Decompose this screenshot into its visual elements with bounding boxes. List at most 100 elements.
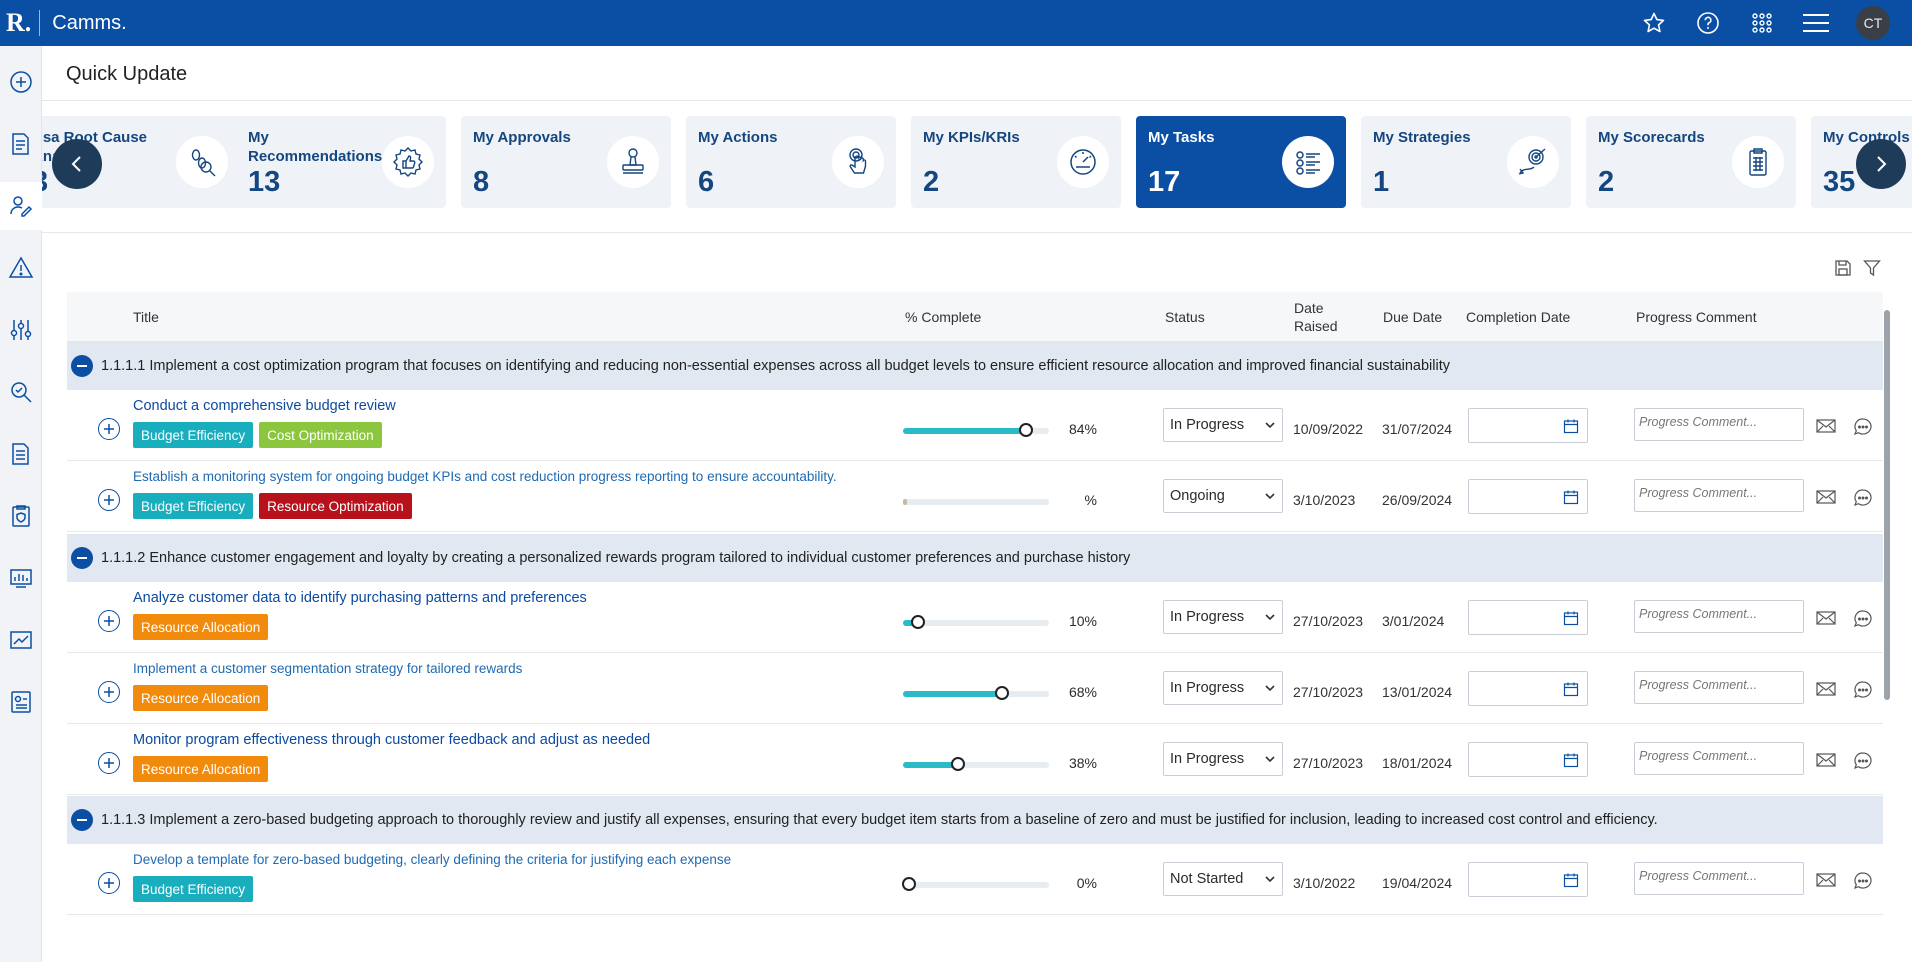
documents-edit-icon[interactable] — [0, 120, 42, 168]
completion-date-input[interactable] — [1468, 600, 1588, 635]
save-layout-icon[interactable] — [1834, 259, 1852, 277]
col-due-date[interactable]: Due Date — [1383, 309, 1443, 325]
card-actions[interactable]: My Actions 6 — [686, 116, 896, 208]
completion-date-input[interactable] — [1468, 671, 1588, 706]
shield-document-icon[interactable] — [0, 492, 42, 540]
card-kpis[interactable]: My KPIs/KRIs 2 — [911, 116, 1121, 208]
hamburger-menu-icon[interactable] — [1802, 9, 1830, 37]
slider-handle[interactable] — [1018, 423, 1033, 437]
vertical-scrollbar[interactable] — [1884, 310, 1890, 700]
comment-bubble-icon[interactable] — [1853, 871, 1873, 896]
percent-complete-slider[interactable] — [901, 877, 1049, 891]
user-avatar[interactable]: CT — [1856, 6, 1890, 40]
expand-row-button[interactable] — [98, 681, 120, 703]
collapse-group-button[interactable] — [71, 547, 93, 569]
status-select[interactable]: In Progress — [1163, 600, 1283, 634]
progress-comment-input[interactable]: Progress Comment... — [1634, 671, 1804, 704]
email-icon[interactable] — [1816, 752, 1836, 773]
user-edit-icon[interactable] — [0, 182, 42, 230]
app-logo[interactable]: R. — [6, 8, 32, 37]
task-title-link[interactable]: Conduct a comprehensive budget review — [133, 398, 396, 414]
help-icon[interactable] — [1694, 9, 1722, 37]
search-check-icon[interactable] — [0, 368, 42, 416]
collapse-group-button[interactable] — [71, 355, 93, 377]
card-scorecards[interactable]: My Scorecards 2 — [1586, 116, 1796, 208]
checklist-document-icon[interactable] — [0, 678, 42, 726]
favorites-star-icon[interactable] — [1640, 9, 1668, 37]
calendar-icon[interactable] — [1563, 610, 1579, 626]
col-completion-date[interactable]: Completion Date — [1466, 309, 1571, 325]
apps-grid-icon[interactable] — [1748, 9, 1776, 37]
progress-comment-input[interactable]: Progress Comment... — [1634, 479, 1804, 512]
col-status[interactable]: Status — [1165, 309, 1205, 325]
tag-list: Budget Efficiency Resource Optimization — [133, 493, 412, 519]
slider-handle[interactable] — [901, 877, 916, 891]
carousel-prev-button[interactable] — [52, 139, 102, 189]
calendar-icon[interactable] — [1563, 752, 1579, 768]
calendar-icon[interactable] — [1563, 489, 1579, 505]
slider-handle[interactable] — [951, 757, 966, 771]
comment-bubble-icon[interactable] — [1853, 417, 1873, 442]
card-approvals[interactable]: My Approvals 8 — [461, 116, 671, 208]
completion-date-input[interactable] — [1468, 408, 1588, 443]
col-date-raised[interactable]: Date Raised — [1294, 300, 1338, 334]
progress-comment-input[interactable]: Progress Comment... — [1634, 862, 1804, 895]
task-title-link[interactable]: Implement a customer segmentation strate… — [133, 661, 523, 676]
card-recommendations[interactable]: My Recommendations 13 — [236, 116, 446, 208]
card-tasks[interactable]: My Tasks 17 — [1136, 116, 1346, 208]
email-icon[interactable] — [1816, 489, 1836, 510]
expand-row-button[interactable] — [98, 872, 120, 894]
expand-row-button[interactable] — [98, 752, 120, 774]
card-strategies[interactable]: My Strategies 1 — [1361, 116, 1571, 208]
calendar-icon[interactable] — [1563, 872, 1579, 888]
status-select[interactable]: Ongoing — [1163, 479, 1283, 513]
trend-chart-icon[interactable] — [0, 616, 42, 664]
card-label: My Scorecards — [1598, 129, 1705, 146]
comment-bubble-icon[interactable] — [1853, 609, 1873, 634]
percent-complete-slider[interactable] — [903, 423, 1049, 437]
report-icon[interactable] — [0, 430, 42, 478]
completion-date-input[interactable] — [1468, 862, 1588, 897]
comment-bubble-icon[interactable] — [1853, 488, 1873, 513]
carousel-next-button[interactable] — [1856, 139, 1906, 189]
task-title-link[interactable]: Monitor program effectiveness through cu… — [133, 732, 651, 748]
dashboard-chart-icon[interactable] — [0, 554, 42, 602]
progress-comment-input[interactable]: Progress Comment... — [1634, 742, 1804, 775]
add-icon[interactable] — [0, 58, 42, 106]
comment-bubble-icon[interactable] — [1853, 680, 1873, 705]
email-icon[interactable] — [1816, 610, 1836, 631]
status-select[interactable]: Not Started — [1163, 862, 1283, 896]
collapse-group-button[interactable] — [71, 809, 93, 831]
col-title[interactable]: Title — [133, 309, 159, 325]
calendar-icon[interactable] — [1563, 681, 1579, 697]
calendar-icon[interactable] — [1563, 418, 1579, 434]
slider-handle[interactable] — [910, 615, 925, 629]
percent-complete-slider[interactable] — [903, 686, 1049, 700]
status-select[interactable]: In Progress — [1163, 742, 1283, 776]
task-title-link[interactable]: Analyze customer data to identify purcha… — [133, 590, 587, 606]
col-progress-comment[interactable]: Progress Comment — [1636, 309, 1757, 325]
percent-complete-slider[interactable] — [903, 615, 1049, 629]
expand-row-button[interactable] — [98, 610, 120, 632]
completion-date-input[interactable] — [1468, 479, 1588, 514]
email-icon[interactable] — [1816, 418, 1836, 439]
slider-handle[interactable] — [995, 686, 1010, 700]
email-icon[interactable] — [1816, 681, 1836, 702]
completion-date-input[interactable] — [1468, 742, 1588, 777]
task-title-link[interactable]: Develop a template for zero-based budget… — [133, 852, 732, 867]
email-icon[interactable] — [1816, 872, 1836, 893]
percent-complete-slider[interactable] — [903, 499, 1049, 505]
status-select[interactable]: In Progress — [1163, 671, 1283, 705]
warning-icon[interactable] — [0, 244, 42, 292]
task-title-link[interactable]: Establish a monitoring system for ongoin… — [133, 469, 837, 484]
percent-complete-slider[interactable] — [903, 757, 1049, 771]
progress-comment-input[interactable]: Progress Comment... — [1634, 408, 1804, 441]
comment-bubble-icon[interactable] — [1853, 751, 1873, 776]
status-select[interactable]: In Progress — [1163, 408, 1283, 442]
filter-icon[interactable] — [1863, 259, 1881, 277]
expand-row-button[interactable] — [98, 418, 120, 440]
col-percent-complete[interactable]: % Complete — [905, 309, 982, 325]
progress-comment-input[interactable]: Progress Comment... — [1634, 600, 1804, 633]
expand-row-button[interactable] — [98, 489, 120, 511]
sliders-icon[interactable] — [0, 306, 42, 354]
